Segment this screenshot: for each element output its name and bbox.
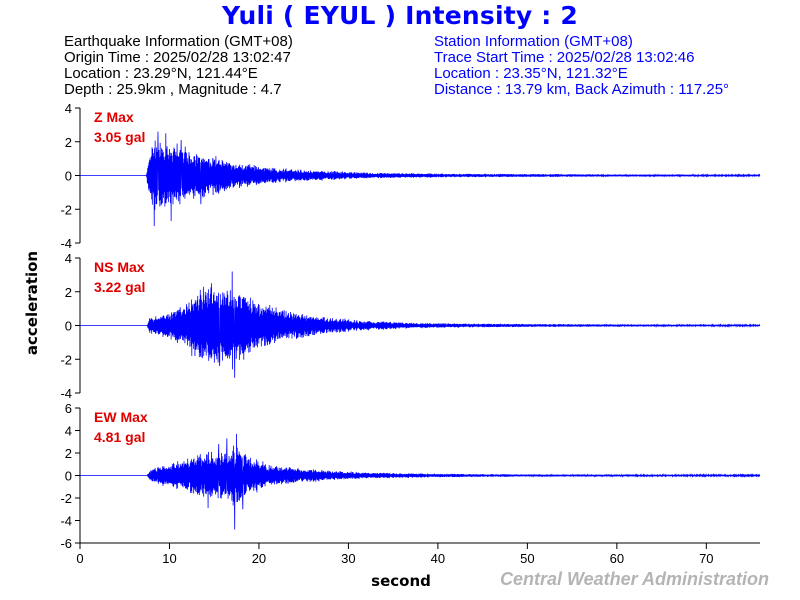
y-tick-label: 2	[65, 446, 72, 461]
max-value-z: 3.05 gal	[94, 129, 145, 145]
y-tick-label: 0	[65, 469, 72, 484]
y-tick-label: 6	[65, 401, 72, 416]
station-location: Location : 23.35°N, 121.32°E	[434, 65, 628, 82]
y-tick-label: 0	[65, 169, 72, 184]
x-tick-label: 50	[520, 551, 534, 566]
x-tick-label: 20	[252, 551, 266, 566]
x-tick-label: 30	[341, 551, 355, 566]
panel-z: -4 -2 0 2 4 Z Max 3.05 gal	[60, 101, 761, 251]
y-tick-label: -4	[60, 386, 72, 401]
y-tick-label: -4	[60, 514, 72, 529]
y-tick-label: 4	[65, 101, 72, 116]
trace-start-time: Trace Start Time : 2025/02/28 13:02:46	[434, 49, 695, 66]
max-value-ns: 3.22 gal	[94, 279, 145, 295]
y-tick-label: -2	[60, 202, 72, 217]
x-tick-label: 10	[162, 551, 176, 566]
x-tick-label: 40	[431, 551, 445, 566]
origin-time: Origin Time : 2025/02/28 13:02:47	[64, 49, 291, 66]
y-tick-label: 2	[65, 135, 72, 150]
distance-azimuth: Distance : 13.79 km, Back Azimuth : 117.…	[434, 81, 730, 98]
max-value-ew: 4.81 gal	[94, 429, 145, 445]
station-info: Station Information (GMT+08) Trace Start…	[434, 34, 729, 98]
y-tick-label: -2	[60, 352, 72, 367]
y-tick-label: 2	[65, 285, 72, 300]
max-label-ns: NS Max	[94, 259, 145, 275]
y-tick-label: -4	[60, 236, 72, 251]
max-label-ew: EW Max	[94, 409, 148, 425]
y-axis-label: acceleration	[23, 251, 41, 355]
earthquake-info: Earthquake Information (GMT+08) Origin T…	[64, 34, 293, 98]
trace-ew	[80, 433, 761, 530]
epicenter-location: Location : 23.29°N, 121.44°E	[64, 65, 258, 82]
y-tick-label: 4	[65, 251, 72, 266]
y-tick-label: 4	[65, 424, 72, 439]
y-tick-label: -2	[60, 491, 72, 506]
panel-ns: -4 -2 0 2 4 NS Max 3.22 gal	[60, 251, 761, 401]
earthquake-info-heading: Earthquake Information (GMT+08)	[64, 33, 293, 50]
x-axis-label: second	[371, 572, 431, 590]
chart-title: Yuli ( EYUL ) Intensity : 2	[222, 1, 578, 30]
agency-credit: Central Weather Administration	[499, 569, 769, 589]
y-tick-label: -6	[60, 536, 72, 551]
x-tick-label: 0	[76, 551, 83, 566]
depth-magnitude: Depth : 25.9km , Magnitude : 4.7	[64, 81, 282, 98]
max-label-z: Z Max	[94, 109, 134, 125]
x-tick-label: 60	[610, 551, 624, 566]
panel-ew: -6 -4 -2 0 2 4 6 EW Max 4.81 gal	[60, 401, 761, 551]
trace-ns	[80, 271, 761, 378]
x-tick-label: 70	[699, 551, 713, 566]
y-tick-label: 0	[65, 319, 72, 334]
trace-z	[80, 131, 761, 227]
station-info-heading: Station Information (GMT+08)	[434, 33, 633, 50]
